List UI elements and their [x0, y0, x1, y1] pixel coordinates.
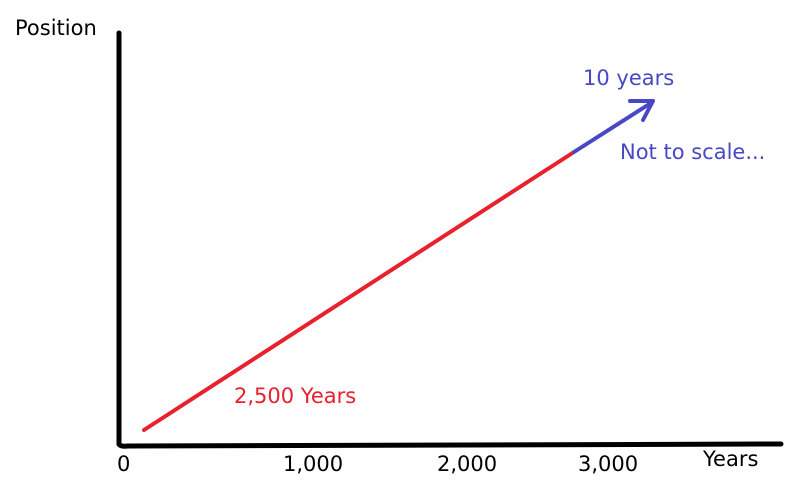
not-to-scale-note: Not to scale...: [620, 140, 766, 164]
segment-2500-years-label: 2,500 Years: [234, 384, 357, 408]
tick-label-3000: 3,000: [578, 452, 639, 476]
segment-2500-years: [142, 150, 576, 432]
segment-10-years: [572, 101, 653, 154]
x-axis-label: Years: [703, 447, 759, 471]
segment-10-years-label: 10 years: [583, 66, 675, 90]
tick-label-1000: 1,000: [283, 452, 344, 476]
x-axis-line: [116, 441, 784, 449]
arrowhead-icon: [628, 99, 655, 122]
tick-label-2000: 2,000: [437, 452, 498, 476]
y-axis-label: Position: [15, 16, 97, 40]
tick-label-0: 0: [117, 452, 131, 476]
